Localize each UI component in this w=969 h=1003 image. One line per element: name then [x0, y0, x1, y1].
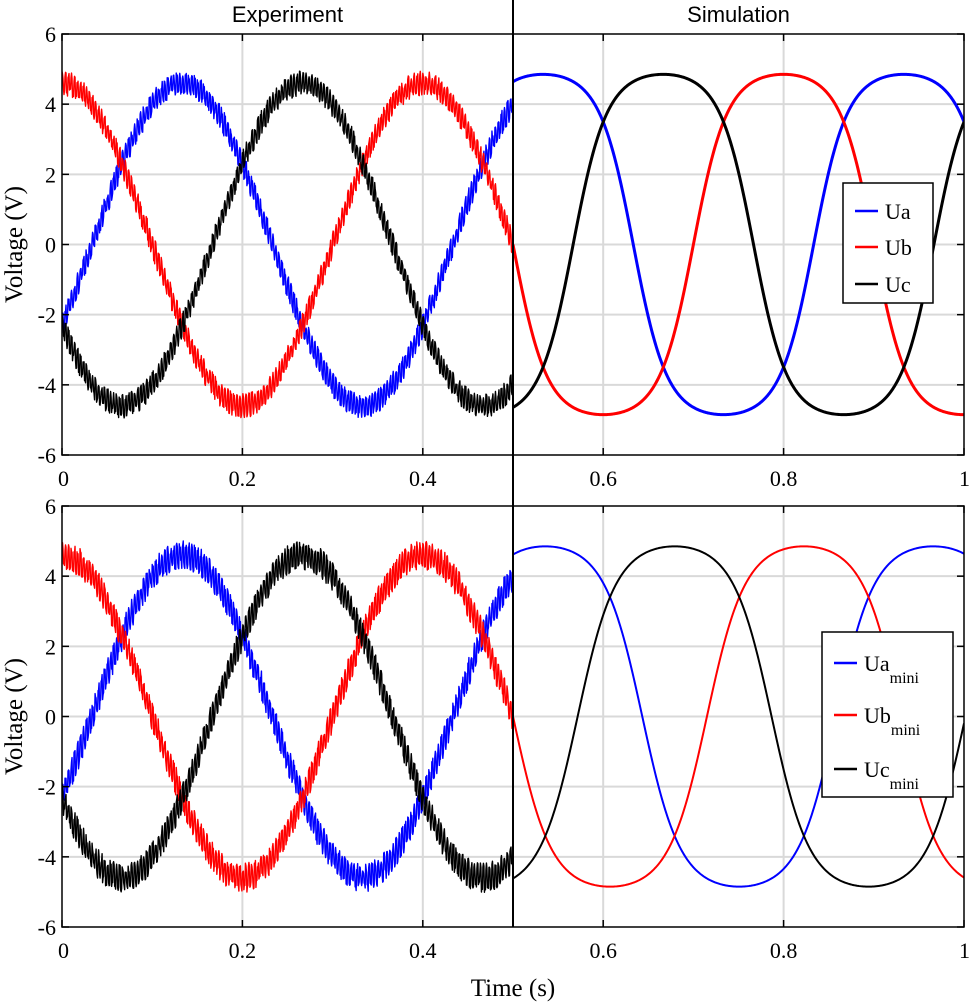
x-tick-label: 0.6	[589, 466, 617, 491]
legend-label-subscript: mini	[890, 670, 920, 687]
y-tick-label: -4	[38, 373, 56, 398]
legend-label-main: Ua	[864, 651, 890, 676]
series-uc-simulation-line	[512, 545, 964, 888]
y-tick-label: -2	[38, 303, 56, 328]
x-tick-label: 0.4	[409, 466, 437, 491]
y-tick-label: 4	[45, 92, 56, 117]
axes: 0 0.2 0.4 0.6 0.8 1 6 4 2 0 -2 -4 -6	[38, 22, 969, 491]
y-tick-label: -6	[38, 443, 56, 468]
legend-label-ua: Uamini	[864, 651, 920, 687]
y-tick-label: 0	[45, 233, 56, 258]
legend-label-ub: Ub	[885, 235, 912, 260]
series-ub-experiment-line	[62, 540, 514, 893]
panel-top: 0 0.2 0.4 0.6 0.8 1 6 4 2 0 -2 -4 -6 Voltage (V) Exper…	[1, 0, 969, 491]
x-axis-label: Time (s)	[471, 975, 556, 1002]
y-tick-label: -4	[38, 845, 56, 870]
x-tick-label: 0.4	[409, 938, 437, 963]
series-ua-simulation-line	[512, 545, 964, 888]
legend-label-subscript: mini	[890, 776, 920, 793]
section-header-experiment: Experiment	[232, 2, 343, 27]
legend-label-uc: Uc	[885, 272, 911, 297]
series-ub-experiment-line	[62, 70, 514, 419]
axes: 0 0.2 0.4 0.6 0.8 1 6 4 2 0 -2 -4 -6	[38, 494, 969, 963]
x-tick-label: 0.8	[770, 938, 798, 963]
legend-label-subscript: mini	[891, 722, 921, 739]
x-tick-label: 1	[959, 466, 969, 491]
y-axis-label: Voltage (V)	[1, 186, 28, 303]
legend-label-main: Ua	[885, 199, 911, 224]
series-group	[62, 70, 964, 419]
series-ua-simulation-line	[512, 72, 964, 417]
x-tick-label: 1	[959, 938, 969, 963]
y-tick-label: 2	[45, 634, 56, 659]
y-tick-label: 6	[45, 22, 56, 47]
legend-label-main: Uc	[885, 272, 911, 297]
y-tick-label: 6	[45, 494, 56, 519]
y-tick-label: 2	[45, 162, 56, 187]
y-axis-label: Voltage (V)	[1, 658, 28, 775]
series-uc-experiment-line	[62, 541, 514, 893]
x-tick-label: 0.6	[589, 938, 617, 963]
series-ub-simulation-line	[511, 72, 964, 417]
series-ua-experiment-line	[62, 540, 514, 892]
x-tick-label: 0.2	[229, 466, 257, 491]
legend-label-main: Ub	[885, 235, 912, 260]
y-tick-label: 4	[45, 564, 56, 589]
legend-label-main: Uc	[864, 757, 890, 782]
legend-label-ua: Ua	[885, 199, 911, 224]
y-tick-label: 0	[45, 705, 56, 730]
legend-label-ub: Ubmini	[864, 703, 921, 739]
x-tick-label: 0.8	[770, 466, 798, 491]
x-tick-label: 0.2	[229, 938, 257, 963]
y-tick-label: -6	[38, 915, 56, 940]
legend: Ua Ub Uc	[842, 182, 934, 304]
series-uc-simulation-line	[512, 72, 964, 417]
x-tick-label: 0	[58, 466, 69, 491]
panel-bottom: 0 0.2 0.4 0.6 0.8 1 6 4 2 0 -2 -4 -6 Voltage (V) Time …	[1, 455, 969, 1002]
section-header-simulation: Simulation	[687, 2, 790, 27]
x-tick-label: 0	[58, 938, 69, 963]
legend-label-main: Ub	[864, 703, 891, 728]
legend-label-uc: Ucmini	[864, 757, 920, 793]
y-tick-label: -2	[38, 775, 56, 800]
series-ua-experiment-line	[62, 72, 514, 419]
series-uc-experiment-line	[62, 70, 514, 419]
